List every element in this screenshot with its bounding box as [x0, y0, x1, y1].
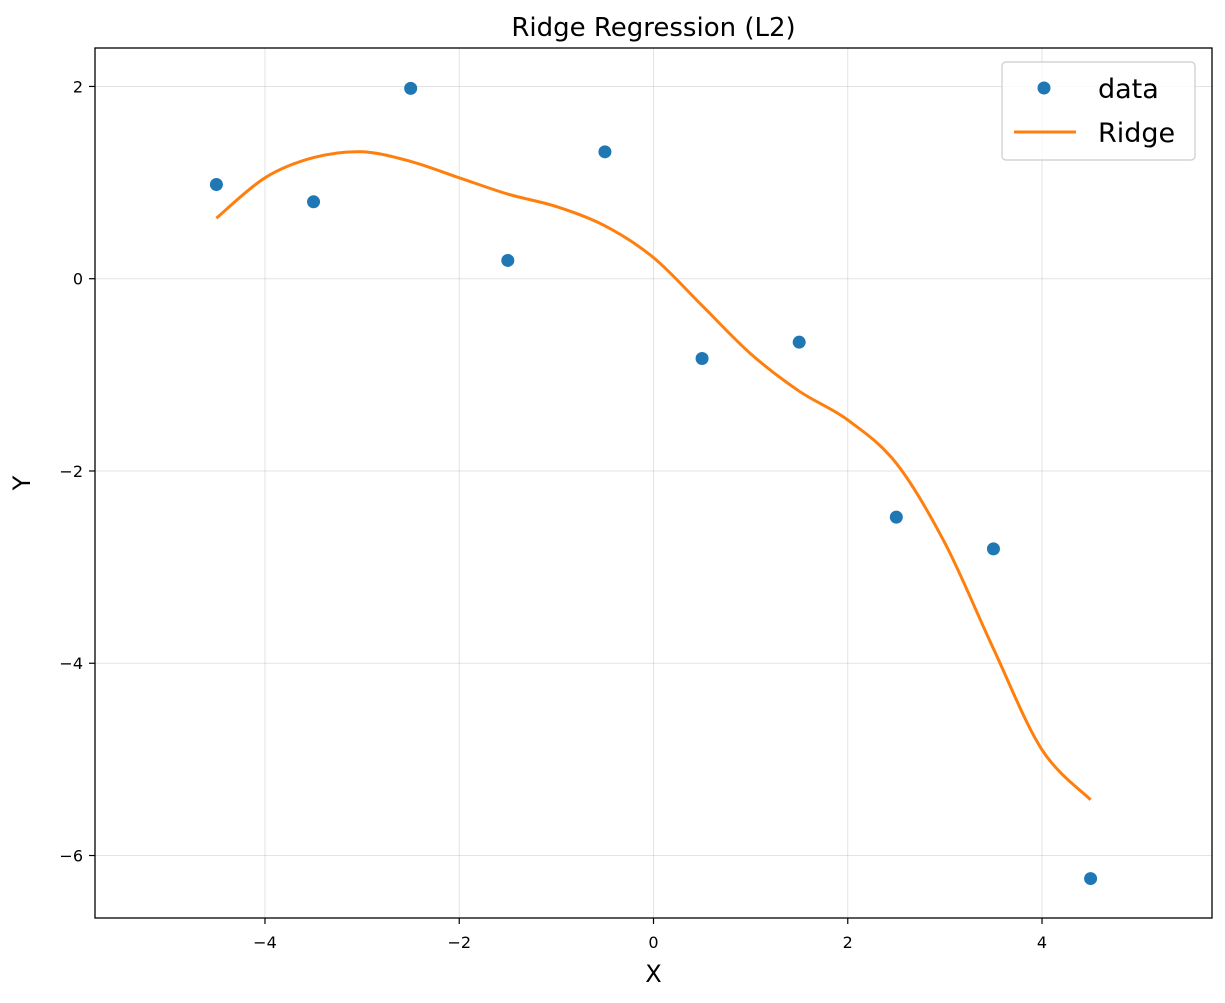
- x-tick-label: 0: [648, 933, 658, 952]
- data-point: [404, 81, 418, 95]
- y-tick-label: 0: [73, 270, 83, 289]
- legend-marker-data: [1037, 81, 1051, 95]
- x-tick-label: −2: [447, 933, 471, 952]
- data-point: [307, 195, 321, 209]
- y-tick-label: −4: [59, 654, 83, 673]
- data-point: [501, 253, 515, 267]
- data-point: [986, 542, 1000, 556]
- data-point: [889, 510, 903, 524]
- data-point: [1084, 872, 1098, 886]
- chart-title: Ridge Regression (L2): [511, 13, 795, 43]
- x-axis-label: X: [645, 960, 661, 988]
- data-point: [695, 352, 709, 366]
- x-tick-label: 4: [1037, 933, 1047, 952]
- data-point: [792, 335, 806, 349]
- legend: data Ridge: [1001, 61, 1196, 161]
- x-tick-label: −4: [253, 933, 277, 952]
- legend-label-ridge: Ridge: [1098, 118, 1175, 149]
- y-tick-label: 2: [73, 77, 83, 96]
- y-axis-label: Y: [8, 475, 36, 491]
- y-tick-label: −2: [59, 462, 83, 481]
- ridge-line: [215, 150, 1092, 801]
- series-layer: [209, 81, 1098, 886]
- legend-label-data: data: [1098, 74, 1159, 105]
- data-point: [598, 145, 612, 159]
- y-tick-label: −6: [59, 847, 83, 866]
- x-tick-label: 2: [843, 933, 853, 952]
- ticks: −4 −2 0 2 4 −6 −4 −2 0 2: [59, 77, 1047, 952]
- data-point: [209, 178, 223, 192]
